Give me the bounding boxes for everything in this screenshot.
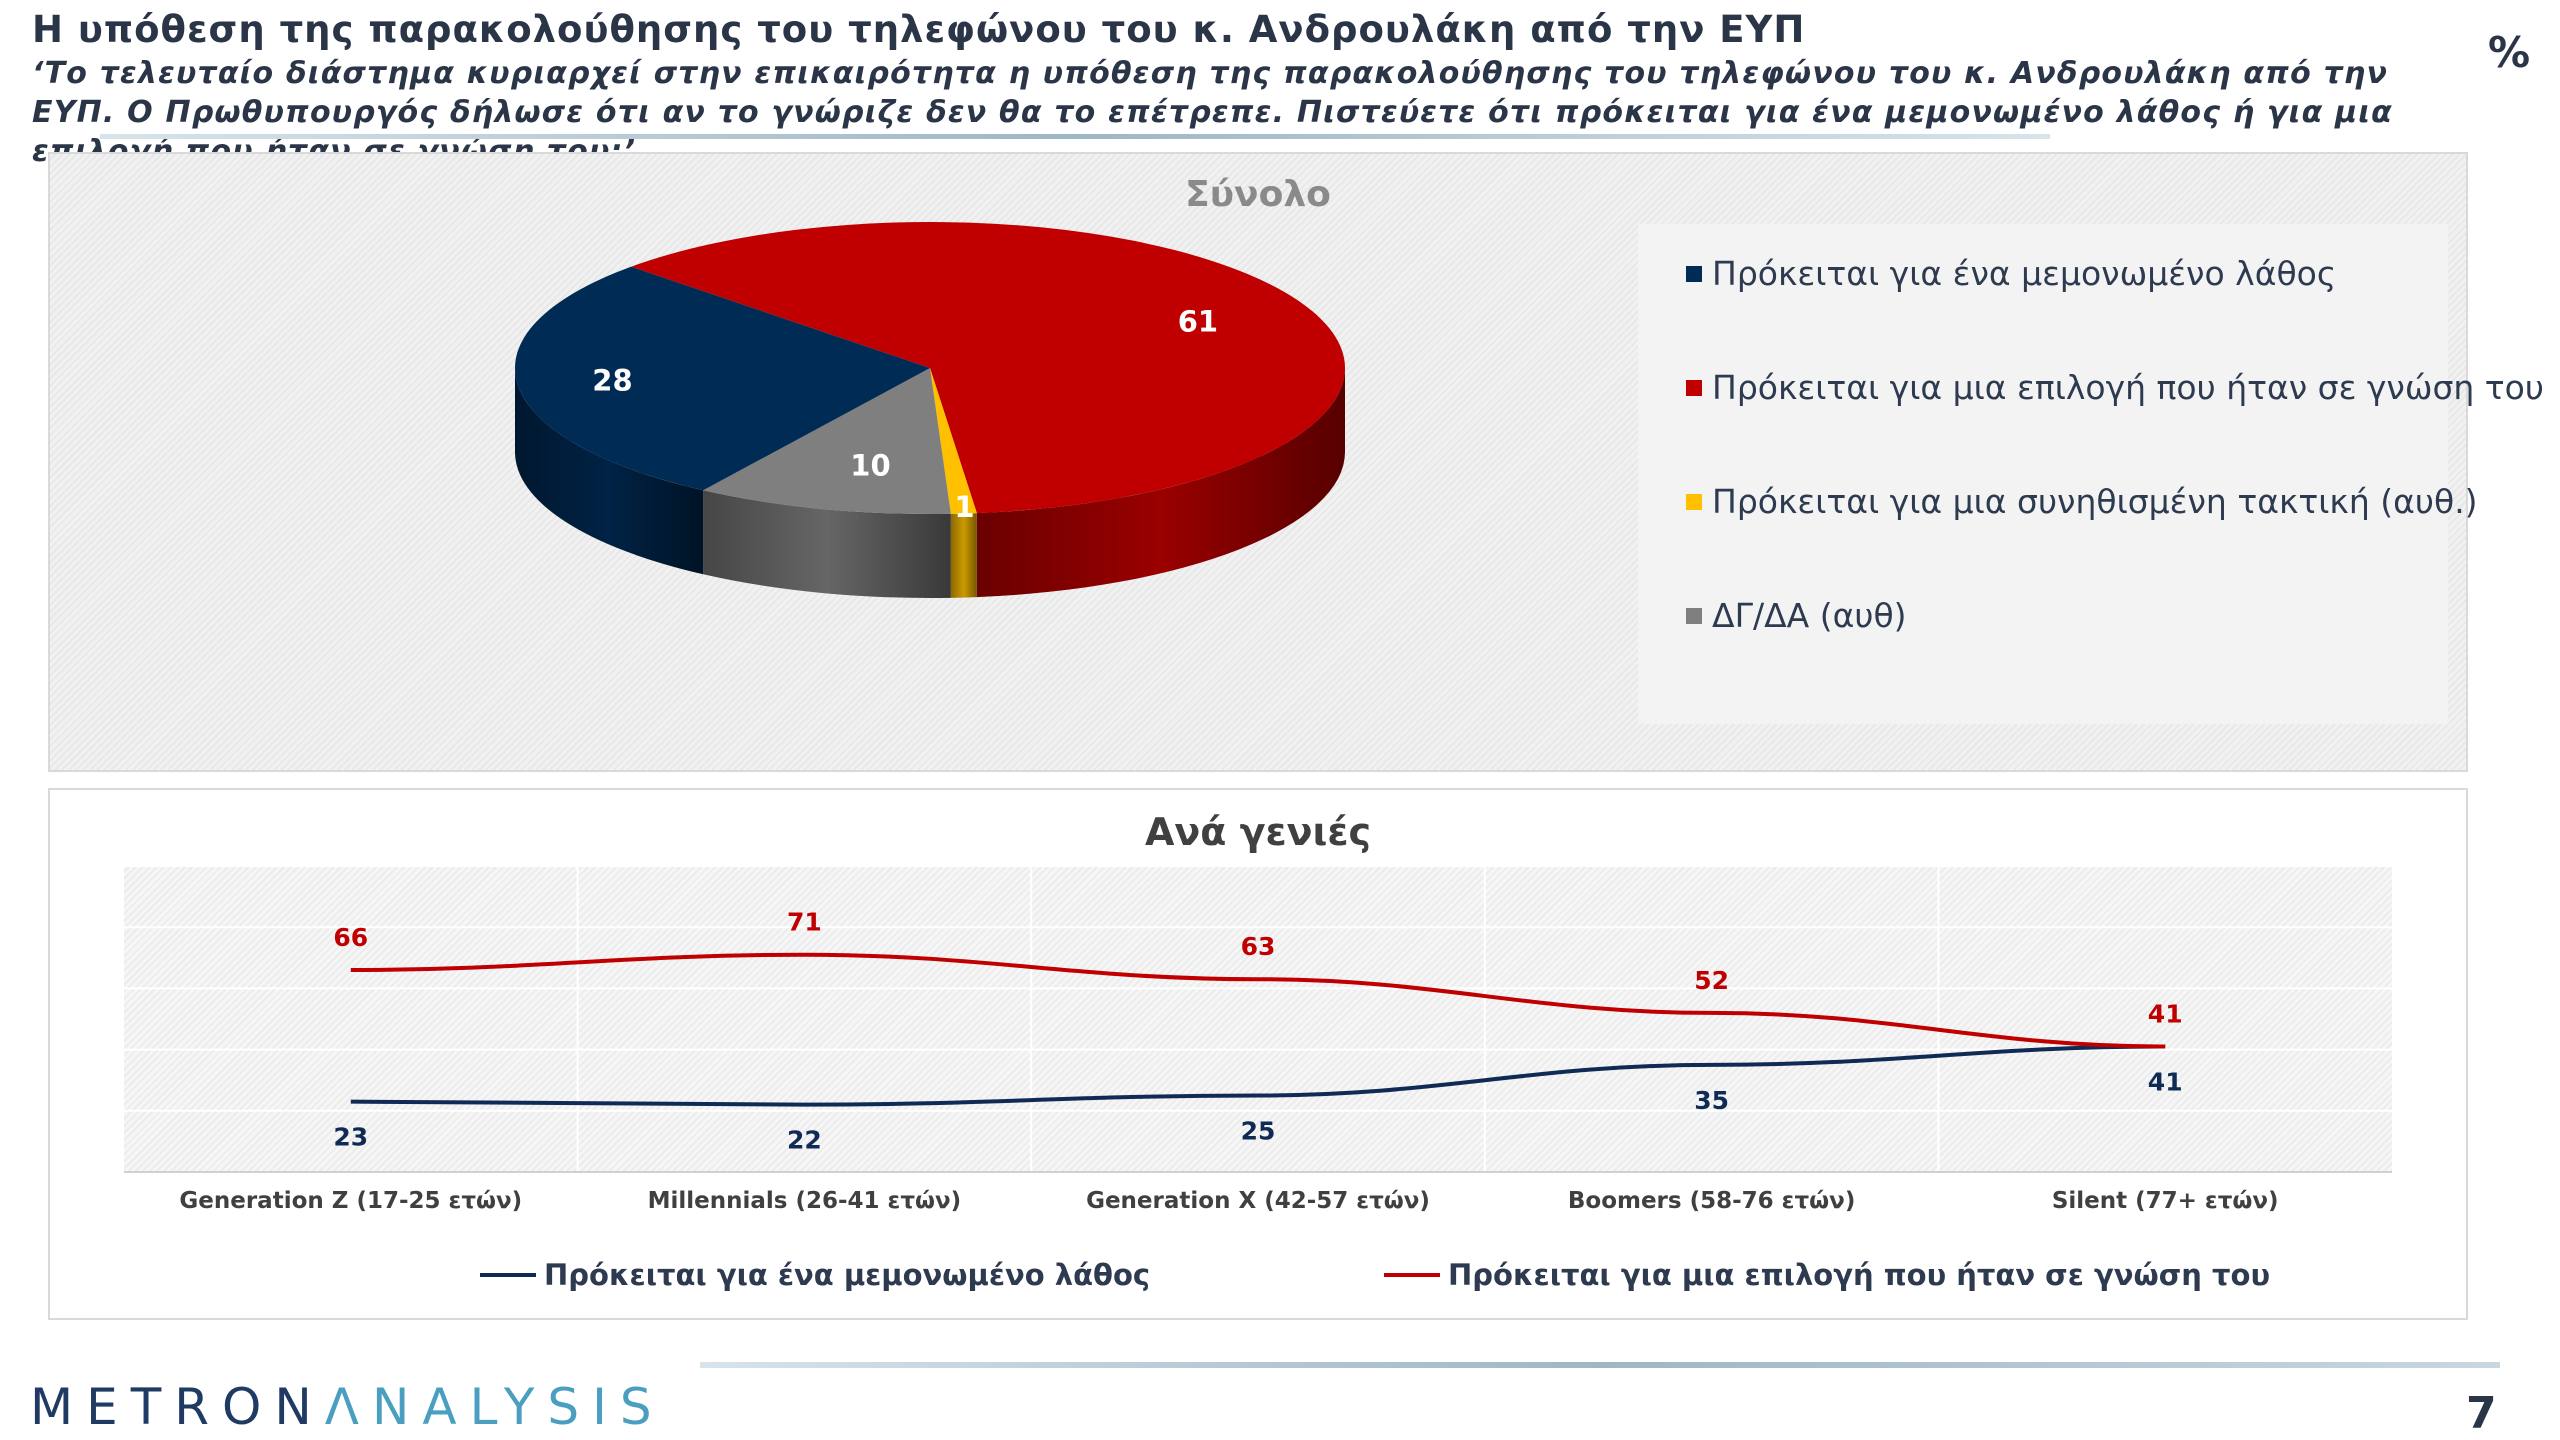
line-legend-label: Πρόκειται για ένα μεμονωμένο λάθος xyxy=(544,1258,1151,1292)
pie-chart-panel: Σύνολο 61 1 10 28 Πρόκειται για ένα μεμονωμ… xyxy=(48,152,2544,772)
pie-slice xyxy=(930,368,977,514)
pie-slice-side xyxy=(976,368,1345,598)
page-number: 7 xyxy=(2466,1388,2497,1439)
data-label: 41 xyxy=(2148,1000,2183,1029)
pie-legend-label: Πρόκειται για μια συνηθισμένη τακτική (α… xyxy=(1712,482,2478,521)
legend-swatch xyxy=(1686,265,1702,282)
pie-slice xyxy=(515,266,930,491)
pie-slice-side xyxy=(703,490,951,598)
pie-slice xyxy=(631,222,1345,514)
series-line xyxy=(350,952,2166,1049)
data-label: 63 xyxy=(1241,932,1276,961)
pie-chart: 61 1 10 28 xyxy=(515,222,1345,598)
line-chart: Generation Z (17-25 ετών) Millennials (26… xyxy=(124,865,2392,1214)
pie-legend-label: ΔΓ/ΔΑ (αυθ) xyxy=(1712,596,1907,635)
footer-divider xyxy=(700,1362,2500,1368)
line-chart-title: Ανά γενιές xyxy=(1144,810,1372,854)
pie-legend-item: Πρόκειται για ένα μεμονωμένο λάθος xyxy=(1686,254,2336,293)
logo-text-3: NALYSIS xyxy=(372,1378,665,1436)
x-tick-label: Generation Z (17-25 ετών) xyxy=(179,1188,522,1214)
line-plot-area xyxy=(124,866,2392,1172)
pie-value-label: 10 xyxy=(850,449,890,483)
line-chart-panel: Ανά γενιές Generation Z (17-25 ετών) Mill… xyxy=(48,788,2468,1320)
pie-chart-title: Σύνολο xyxy=(1185,174,1331,215)
series-line xyxy=(350,1044,2166,1107)
metron-analysis-logo: METRONΛNALYSIS xyxy=(30,1378,665,1436)
line-legend-item: Πρόκειται για ένα μεμονωμένο λάθος xyxy=(480,1258,1150,1292)
pie-slice-side xyxy=(950,513,977,598)
header-divider xyxy=(100,134,2050,139)
legend-swatch xyxy=(1686,379,1702,396)
data-label: 71 xyxy=(787,908,822,937)
data-label: 23 xyxy=(333,1123,368,1152)
data-label: 25 xyxy=(1241,1117,1276,1146)
percent-symbol: % xyxy=(2488,28,2531,77)
pie-legend-item: Πρόκειται για μια συνηθισμένη τακτική (α… xyxy=(1686,482,2478,521)
pie-slice-side xyxy=(515,368,704,575)
x-tick-label: Millennials (26-41 ετών) xyxy=(648,1188,962,1214)
pie-slice xyxy=(703,368,951,514)
data-label: 52 xyxy=(1694,966,1729,995)
question-text: ‘Το τελευταίο διάστημα κυριαρχεί στην επ… xyxy=(32,56,2393,169)
legend-swatch xyxy=(1686,493,1702,510)
page-title: Η υπόθεση της παρακολούθησης του τηλεφών… xyxy=(32,8,1806,51)
legend-swatch xyxy=(1686,607,1702,624)
data-label: 22 xyxy=(787,1126,822,1155)
data-label: 35 xyxy=(1694,1086,1729,1115)
logo-text-1: METRON xyxy=(30,1378,325,1436)
logo-text-2: Λ xyxy=(324,1378,372,1436)
legend-line-swatch xyxy=(480,1273,536,1277)
pie-legend-item: Πρόκειται για μια επιλογή που ήταν σε γν… xyxy=(1686,368,2544,407)
pie-legend-label: Πρόκειται για μια επιλογή που ήταν σε γν… xyxy=(1712,368,2544,407)
pie-legend-label: Πρόκειται για ένα μεμονωμένο λάθος xyxy=(1712,254,2337,293)
pie-value-label: 28 xyxy=(592,364,632,398)
pie-legend: Πρόκειται για ένα μεμονωμένο λάθος Πρόκε… xyxy=(1638,224,2544,724)
data-label: 41 xyxy=(2148,1068,2183,1097)
pie-value-label: 61 xyxy=(1178,304,1218,338)
pie-value-label: 1 xyxy=(954,490,974,524)
x-tick-label: Silent (77+ ετών) xyxy=(2052,1188,2279,1214)
pie-legend-item: ΔΓ/ΔΑ (αυθ) xyxy=(1686,596,1907,635)
data-label: 66 xyxy=(333,923,368,952)
x-tick-label: Boomers (58-76 ετών) xyxy=(1568,1188,1855,1214)
x-tick-label: Generation X (42-57 ετών) xyxy=(1086,1188,1430,1214)
line-legend-item: Πρόκειται για μια επιλογή που ήταν σε γν… xyxy=(1384,1258,2270,1292)
legend-line-swatch xyxy=(1384,1273,1440,1277)
line-legend-label: Πρόκειται για μια επιλογή που ήταν σε γν… xyxy=(1448,1258,2271,1292)
